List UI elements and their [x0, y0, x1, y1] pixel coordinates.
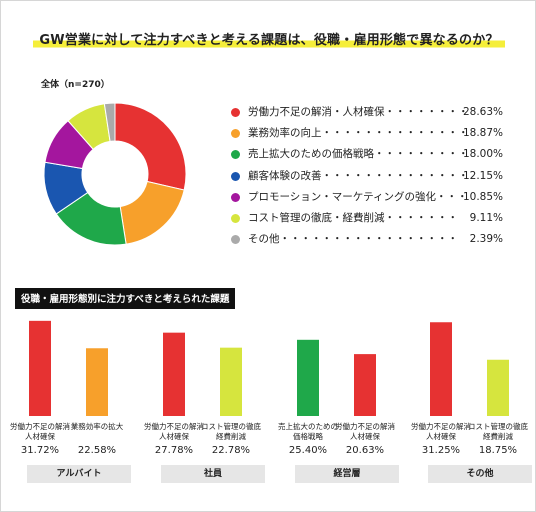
bar-category-line: 売上拡大のための	[278, 422, 338, 431]
legend-name: 売上拡大のための価格戦略	[248, 148, 374, 161]
legend-name: プロモーション・マーケティングの強化	[248, 190, 436, 203]
legend-item: 業務効率の向上・・・・・・・・・・・・・・ 18.87%	[231, 126, 503, 147]
legend-name: コスト管理の徹底・経費削減	[248, 211, 385, 224]
donut-slice-6	[103, 102, 116, 142]
group-label: 社員	[161, 465, 265, 483]
bar-category-label: 労働力不足の解消 人材確保	[333, 422, 397, 442]
donut-chart	[43, 102, 187, 246]
legend-item: その他・・・・・・・・・・・・・・・・・ 2.39%	[231, 232, 503, 253]
bar	[487, 359, 509, 416]
bar	[297, 339, 319, 416]
bar	[29, 320, 51, 416]
bar-value-label: 22.78%	[211, 445, 251, 456]
bar-category-line: 労働力不足の解消	[411, 422, 471, 431]
bar-category-line: 労働力不足の解消	[335, 422, 395, 431]
donut-chart-label: 全体（n=270）	[41, 80, 110, 90]
donut-slice-1	[119, 180, 185, 245]
bar-category-line: 人材確保	[350, 432, 380, 441]
group-label: アルバイト	[27, 465, 131, 483]
legend-item: 売上拡大のための価格戦略・・・・・・・・・ 18.00%	[231, 147, 503, 168]
legend-name: 顧客体験の改善	[248, 169, 322, 182]
legend-item: 労働力不足の解消・人材確保・・・・・・・・ 28.63%	[231, 105, 503, 126]
legend-leader-dots: ・・・・・・・・・	[374, 148, 469, 161]
legend-item: コスト管理の徹底・経費削減・・・・・・・ 9.11%	[231, 211, 503, 232]
bar-category-label: 売上拡大のための 価格戦略	[276, 422, 340, 442]
legend-name: 業務効率の向上	[248, 127, 322, 140]
title-wrap: GW営業に対して注力すべきと考える課題は、役職・雇用形態で異なるのか？	[1, 29, 536, 49]
bar-value-label: 31.25%	[421, 445, 461, 456]
bar-category-line: 人材確保	[426, 432, 456, 441]
legend-swatch	[231, 150, 240, 160]
bar-value-label: 20.63%	[345, 445, 385, 456]
legend-value: 18.00%	[462, 148, 503, 161]
legend-value: 2.39%	[469, 233, 503, 246]
legend-label: コスト管理の徹底・経費削減・・・・・・・	[248, 211, 458, 225]
legend-value: 18.87%	[462, 127, 503, 140]
legend-label: 顧客体験の改善・・・・・・・・・・・・・・	[248, 169, 469, 183]
legend-item: プロモーション・マーケティングの強化・・・ 10.85%	[231, 190, 503, 211]
bar	[354, 354, 376, 416]
page-title: GW営業に対して注力すべきと考える課題は、役職・雇用形態で異なるのか？	[33, 29, 505, 49]
legend-label: その他・・・・・・・・・・・・・・・・・	[248, 232, 458, 246]
bar-category-line: 経費削減	[216, 432, 246, 441]
legend-label: 業務効率の向上・・・・・・・・・・・・・・	[248, 126, 469, 140]
legend-leader-dots: ・・・・・・・・・・・・・・・・・	[279, 233, 459, 246]
bar-value-label: 25.40%	[288, 445, 328, 456]
bar-category-label: 労働力不足の解消 人材確保	[8, 422, 72, 442]
bar-category-line: 労働力不足の解消	[144, 422, 204, 431]
legend-leader-dots: ・・・・・・・・	[384, 106, 469, 118]
legend-swatch	[231, 192, 240, 202]
bar-category-label: コスト管理の徹底 経費削減	[199, 422, 263, 442]
bar	[86, 348, 108, 416]
legend-label: 売上拡大のための価格戦略・・・・・・・・・	[248, 147, 469, 161]
bar-value-label: 22.58%	[77, 445, 117, 456]
legend-value: 9.11%	[469, 211, 503, 224]
legend-leader-dots: ・・・	[435, 190, 468, 203]
donut-slice-0	[114, 102, 187, 191]
bar-category-line: コスト管理の徹底	[468, 422, 528, 431]
legend-value: 12.15%	[462, 169, 503, 182]
group-label: その他	[428, 465, 532, 483]
legend-leader-dots: ・・・・・・・・・・・・・・	[321, 169, 469, 182]
bar-category-line: 経費削減	[483, 432, 513, 441]
legend-leader-dots: ・・・・・・・	[384, 211, 459, 224]
legend-value: 10.85%	[462, 190, 503, 203]
bar-category-line: 業務効率の拡大	[70, 422, 124, 431]
bar-section-title: 役職・雇用形態別に注力すべきと考えられた課題	[15, 288, 236, 309]
legend-name: その他	[248, 233, 280, 246]
bar	[430, 322, 452, 416]
bar-category-label: 労働力不足の解消 人材確保	[409, 422, 473, 442]
legend-item: 顧客体験の改善・・・・・・・・・・・・・・ 12.15%	[231, 169, 503, 190]
bar-value-label: 18.75%	[478, 445, 518, 456]
legend-label: プロモーション・マーケティングの強化・・・	[248, 190, 467, 204]
grouped-bar-chart	[29, 320, 509, 416]
bar-category-line: 人材確保	[25, 432, 55, 441]
legend-label: 労働力不足の解消・人材確保・・・・・・・・	[248, 105, 469, 119]
bar-category-line: 人材確保	[159, 432, 189, 441]
bar-category-label: コスト管理の徹底 経費削減	[466, 422, 530, 442]
legend-swatch	[231, 171, 240, 181]
donut-legend: 労働力不足の解消・人材確保・・・・・・・・ 28.63% 業務効率の向上・・・・・・…	[231, 105, 503, 253]
bar	[220, 347, 242, 416]
bar-category-line: 労働力不足の解消	[10, 422, 70, 431]
legend-name: 労働力不足の解消・人材確保	[248, 106, 385, 118]
legend-swatch	[231, 235, 240, 245]
bar-category-line: 価格戦略	[293, 432, 323, 441]
legend-value: 28.63%	[462, 106, 503, 118]
legend-swatch	[231, 129, 240, 139]
bar-category-label: 業務効率の拡大	[65, 422, 129, 432]
bar-category-label: 労働力不足の解消 人材確保	[142, 422, 206, 442]
legend-swatch	[231, 108, 240, 117]
bar-category-line: コスト管理の徹底	[201, 422, 261, 431]
legend-leader-dots: ・・・・・・・・・・・・・・	[321, 127, 469, 140]
bar-value-label: 31.72%	[20, 445, 60, 456]
legend-swatch	[231, 213, 240, 223]
bar-value-label: 27.78%	[154, 445, 194, 456]
bar	[163, 332, 185, 416]
group-label: 経営層	[295, 465, 399, 483]
